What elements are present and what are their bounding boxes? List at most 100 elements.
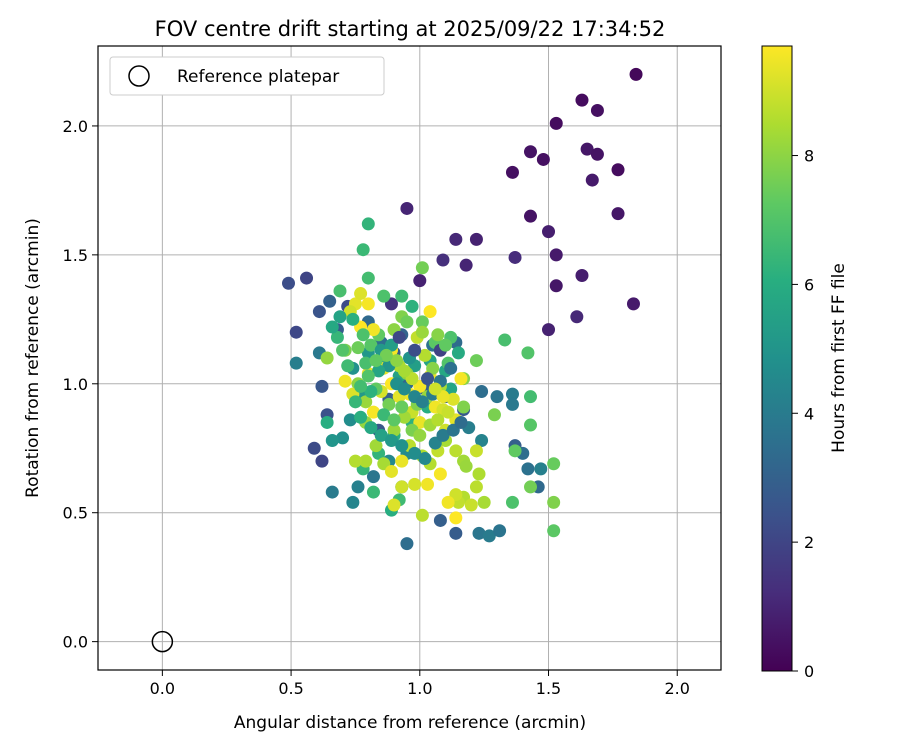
scatter-point [408, 343, 422, 357]
scatter-point [289, 325, 303, 339]
scatter-point [426, 361, 440, 375]
scatter-point [575, 93, 589, 107]
scatter-point [413, 274, 427, 288]
scatter-point [611, 207, 625, 221]
scatter-point [457, 400, 471, 414]
scatter-point [508, 250, 522, 264]
scatter-point [459, 459, 473, 473]
scatter-point [469, 354, 483, 368]
scatter-point [536, 152, 550, 166]
scatter-point [379, 348, 393, 362]
scatter-point [433, 467, 447, 481]
colorbar-tick-label: 2 [804, 533, 814, 552]
scatter-point [361, 369, 375, 383]
scatter-point [413, 428, 427, 442]
scatter-point [441, 495, 455, 509]
scatter-point [384, 434, 398, 448]
scatter-point [361, 271, 375, 285]
scatter-point [387, 498, 401, 512]
legend-label: Reference platepar [177, 67, 339, 87]
scatter-point [384, 464, 398, 478]
scatter-point [336, 343, 350, 357]
scatter-point [449, 526, 463, 540]
scatter-point [575, 268, 589, 282]
scatter-point [505, 165, 519, 179]
scatter-point [418, 348, 432, 362]
scatter-point [348, 395, 362, 409]
scatter-point [421, 477, 435, 491]
scatter-point [387, 413, 401, 427]
scatter-point [382, 397, 396, 411]
scatter-point [431, 413, 445, 427]
scatter-point [395, 439, 409, 453]
scatter-point [366, 323, 380, 337]
scatter-point [397, 382, 411, 396]
scatter-point [454, 372, 468, 386]
x-tick-label: 1.5 [536, 679, 561, 698]
scatter-point [415, 395, 429, 409]
scatter-point [377, 408, 391, 422]
axis-ticks: 0.0 0.5 1.0 1.5 2.0 0.0 0.5 1.0 1.5 2.0 [63, 117, 690, 698]
scatter-point [289, 356, 303, 370]
scatter-point [521, 462, 535, 476]
scatter-point [333, 310, 347, 324]
scatter-point [611, 163, 625, 177]
scatter-point [366, 470, 380, 484]
scatter-point [580, 142, 594, 156]
scatter-point [428, 382, 442, 396]
scatter-point [469, 480, 483, 494]
scatter-point [369, 354, 383, 368]
scatter-point [400, 537, 414, 551]
scatter-point [395, 400, 409, 414]
scatter-point [356, 328, 370, 342]
scatter-point [364, 385, 378, 399]
scatter-point [346, 312, 360, 326]
scatter-point [523, 480, 537, 494]
scatter-point [366, 485, 380, 499]
scatter-point [421, 372, 435, 386]
scatter-point [387, 423, 401, 437]
y-tick-label: 1.0 [63, 375, 88, 394]
y-tick-label: 0.5 [63, 504, 88, 523]
x-tick-label: 0.0 [150, 679, 175, 698]
scatter-point [523, 209, 537, 223]
scatter-point [472, 526, 486, 540]
scatter-point [405, 299, 419, 313]
scatter-point [549, 279, 563, 293]
scatter-point [320, 415, 334, 429]
scatter-point [505, 397, 519, 411]
scatter-point [415, 508, 429, 522]
scatter-point [415, 325, 429, 339]
scatter-point [498, 333, 512, 347]
legend: Reference platepar [109, 56, 385, 96]
scatter-point [439, 338, 453, 352]
colorbar: 0 2 4 6 8 Hours from first FF file [761, 45, 849, 681]
y-tick-label: 2.0 [63, 117, 88, 136]
scatter-point [408, 477, 422, 491]
scatter-point [449, 232, 463, 246]
scatter-point [590, 103, 604, 117]
scatter-point [312, 305, 326, 319]
scatter-point [343, 413, 357, 427]
scatter-point [626, 297, 640, 311]
colorbar-tick-label: 8 [804, 147, 814, 166]
scatter-point [338, 374, 352, 388]
scatter-point [475, 385, 489, 399]
scatter-point [369, 439, 383, 453]
scatter-point [351, 480, 365, 494]
x-axis-label: Angular distance from reference (arcmin) [234, 713, 586, 733]
data-points [282, 67, 643, 551]
scatter-point [451, 346, 465, 360]
scatter-point [469, 232, 483, 246]
scatter-point [333, 284, 347, 298]
scatter-point [449, 444, 463, 458]
scatter-point [549, 248, 563, 262]
scatter-point [469, 444, 483, 458]
scatter-point [359, 395, 373, 409]
scatter-point [542, 323, 556, 337]
scatter-point [415, 261, 429, 275]
y-tick-label: 1.5 [63, 246, 88, 265]
scatter-point [366, 405, 380, 419]
scatter-point [351, 341, 365, 355]
